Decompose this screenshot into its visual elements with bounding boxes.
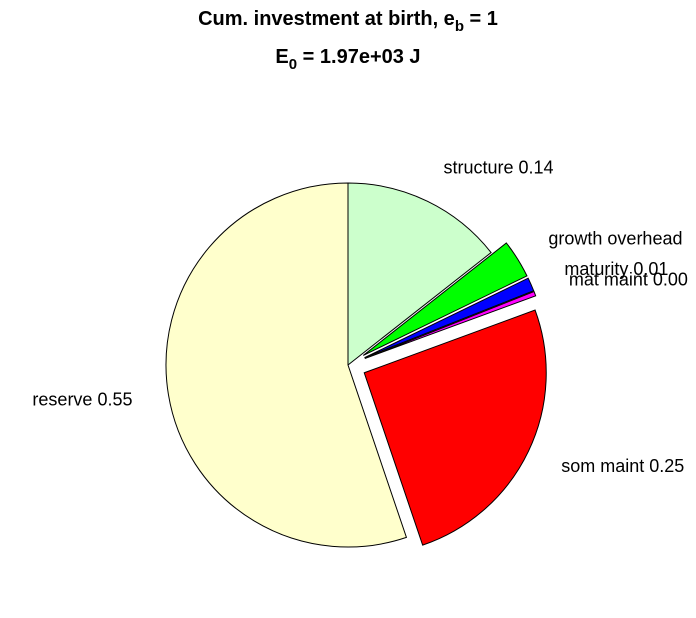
title-subscript: b [455, 18, 464, 35]
slice-label: som maint 0.25 [561, 456, 684, 476]
subtitle-subscript: 0 [289, 56, 297, 73]
category-label: mat maint [569, 269, 648, 289]
slice-label: structure 0.14 [443, 157, 553, 177]
subtitle-part: = 1.97e+03 J [297, 46, 420, 68]
category-label: structure [443, 157, 513, 177]
pie-slice [165, 182, 408, 548]
chart-subtitle: E0 = 1.97e+03 J [275, 46, 420, 73]
value-label: 0.01 [633, 259, 668, 279]
pie-slice [364, 290, 537, 360]
title-part: Cum. investment at birth, e [198, 8, 455, 30]
pie-slice [362, 242, 528, 356]
slice-label: growth overhead [548, 228, 682, 248]
subtitle-part: E [275, 46, 288, 68]
category-label: maturity [564, 259, 628, 279]
pie-slice [363, 309, 547, 546]
pie-slice [347, 182, 492, 367]
title-part: = 1 [464, 8, 498, 30]
category-label: growth overhead [548, 228, 682, 248]
category-label: som maint [561, 456, 644, 476]
pie-slice [364, 277, 535, 359]
value-label: 0.14 [518, 157, 553, 177]
value-label: 0.55 [97, 389, 132, 409]
value-label: 0.25 [649, 456, 684, 476]
value-label: 0.00 [653, 269, 688, 289]
slice-label: maturity 0.01 [564, 259, 668, 279]
slice-label: reserve 0.55 [32, 389, 132, 409]
chart-title: Cum. investment at birth, eb = 1 [198, 8, 498, 35]
category-label: reserve [32, 389, 92, 409]
slice-label: mat maint 0.00 [569, 269, 688, 289]
